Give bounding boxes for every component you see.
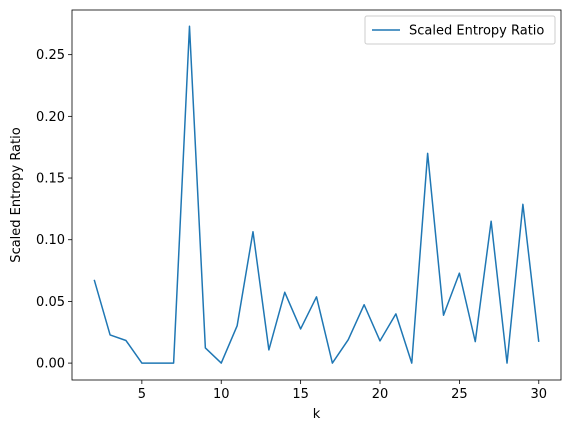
data-layer xyxy=(93,25,540,364)
ticks-layer: 5 10 15 20 25 30 0.00 0.05 0.10 0.15 0.20 0.25 xyxy=(36,48,547,402)
legend-label: Scaled Entropy Ratio xyxy=(409,24,544,39)
x-tick-label: 5 xyxy=(138,387,146,402)
series-line xyxy=(93,25,540,364)
x-tick-label: 25 xyxy=(451,387,468,402)
plot-frame xyxy=(71,9,562,381)
x-tick-label: 20 xyxy=(372,387,389,402)
y-tick-label: 0.00 xyxy=(36,357,65,372)
x-axis-label: k xyxy=(313,407,321,422)
x-tick-label: 10 xyxy=(213,387,230,402)
legend-box xyxy=(364,15,556,45)
legend: Scaled Entropy Ratio xyxy=(364,15,556,45)
x-tick-label: 30 xyxy=(530,387,547,402)
x-tick-label: 15 xyxy=(292,387,309,402)
y-tick-label: 0.15 xyxy=(36,172,65,187)
y-tick-label: 0.10 xyxy=(36,233,65,248)
y-tick-label: 0.20 xyxy=(36,110,65,125)
y-axis-label: Scaled Entropy Ratio xyxy=(9,127,24,262)
y-tick-label: 0.05 xyxy=(36,295,65,310)
y-tick-label: 0.25 xyxy=(36,48,65,63)
